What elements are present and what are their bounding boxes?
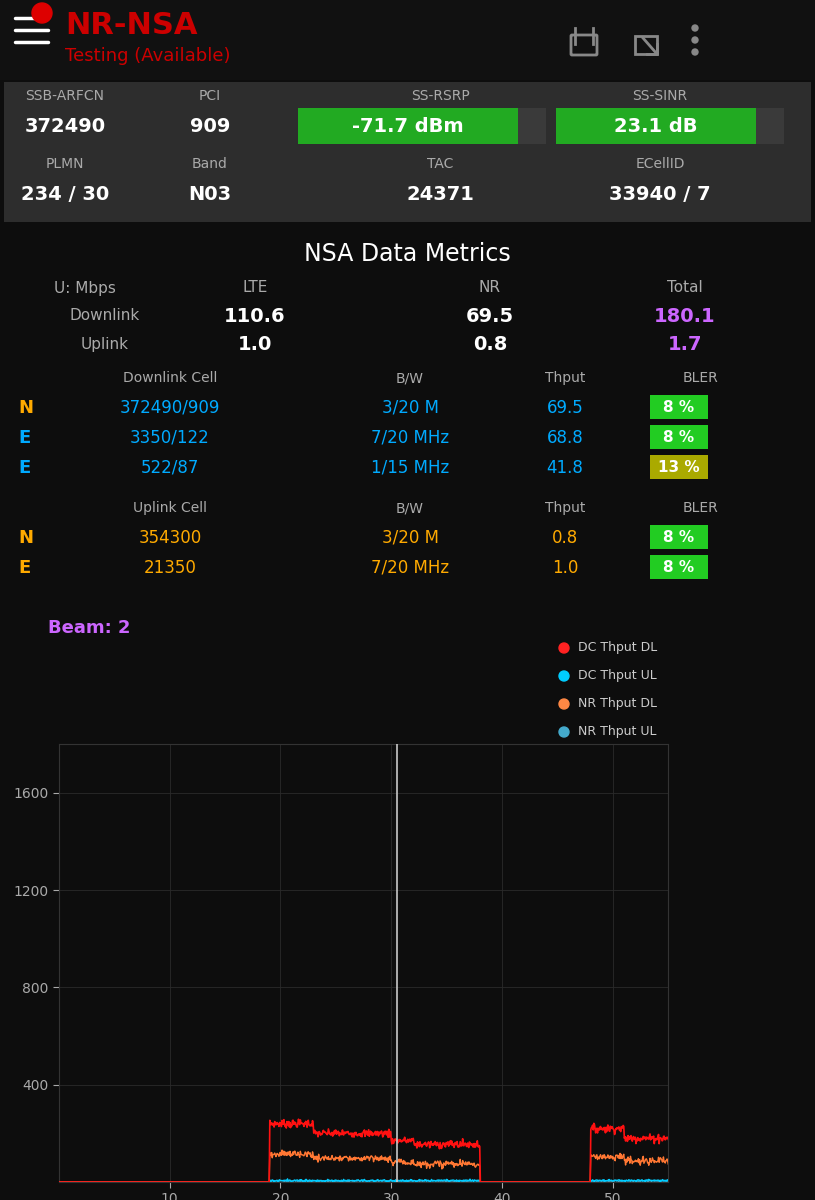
Text: 180.1: 180.1 — [654, 306, 716, 325]
Text: 69.5: 69.5 — [466, 306, 514, 325]
Text: Downlink Cell: Downlink Cell — [123, 371, 217, 385]
Text: NR Thput DL: NR Thput DL — [578, 697, 657, 710]
Text: 1.7: 1.7 — [667, 335, 703, 354]
Text: NR-NSA: NR-NSA — [65, 12, 197, 41]
Text: U: Mbps: U: Mbps — [54, 281, 116, 295]
Text: 1.0: 1.0 — [238, 335, 272, 354]
Text: Downlink: Downlink — [70, 308, 140, 324]
Text: DC Thput UL: DC Thput UL — [578, 670, 657, 683]
Text: 372490/909: 372490/909 — [120, 398, 220, 416]
Text: SSB-ARFCN: SSB-ARFCN — [25, 89, 104, 103]
Text: NSA Data Metrics: NSA Data Metrics — [304, 242, 510, 266]
Bar — [298, 108, 518, 144]
Bar — [0, 0, 815, 80]
Text: 8 %: 8 % — [663, 431, 694, 445]
Text: 3350/122: 3350/122 — [130, 428, 210, 446]
Text: 41.8: 41.8 — [547, 458, 584, 476]
Text: E: E — [18, 458, 30, 476]
Text: 110.6: 110.6 — [224, 306, 286, 325]
Text: E: E — [18, 428, 30, 446]
Circle shape — [692, 25, 698, 31]
Text: B/W: B/W — [396, 371, 424, 385]
Text: 1/15 MHz: 1/15 MHz — [371, 458, 449, 476]
Bar — [635, 36, 657, 54]
Text: 69.5: 69.5 — [547, 398, 584, 416]
Text: 8 %: 8 % — [663, 530, 694, 546]
Text: N: N — [18, 529, 33, 547]
Text: Thput: Thput — [544, 371, 585, 385]
Text: Band: Band — [192, 157, 228, 170]
Text: NR: NR — [479, 281, 501, 295]
Text: 8 %: 8 % — [663, 401, 694, 415]
Circle shape — [559, 698, 569, 709]
Text: NR Thput UL: NR Thput UL — [578, 726, 657, 738]
Circle shape — [559, 643, 569, 653]
Text: TAC: TAC — [427, 157, 453, 170]
Bar — [650, 554, 708, 578]
Text: Uplink: Uplink — [81, 336, 129, 352]
Circle shape — [692, 37, 698, 43]
Text: 1.0: 1.0 — [552, 559, 578, 577]
Text: BLER: BLER — [682, 502, 718, 515]
Text: E: E — [18, 559, 30, 577]
Text: -71.7 dBm: -71.7 dBm — [352, 116, 464, 136]
Text: DC Thput DL: DC Thput DL — [578, 642, 657, 654]
Bar — [650, 395, 708, 419]
Text: 909: 909 — [190, 116, 230, 136]
Bar — [650, 425, 708, 449]
Text: Thput: Thput — [544, 502, 585, 515]
Text: 23.1 dB: 23.1 dB — [615, 116, 698, 136]
Text: 3/20 M: 3/20 M — [381, 529, 438, 547]
Text: B/W: B/W — [396, 502, 424, 515]
Text: 354300: 354300 — [139, 529, 201, 547]
Text: 522/87: 522/87 — [141, 458, 199, 476]
Text: PLMN: PLMN — [46, 157, 84, 170]
Circle shape — [32, 2, 52, 23]
Text: N03: N03 — [188, 185, 231, 204]
Circle shape — [692, 49, 698, 55]
Text: 0.8: 0.8 — [473, 335, 507, 354]
Text: PCI: PCI — [199, 89, 221, 103]
Bar — [756, 108, 784, 144]
Bar — [650, 526, 708, 550]
Text: 372490: 372490 — [24, 116, 106, 136]
Text: N: N — [18, 398, 33, 416]
Text: 21350: 21350 — [143, 559, 196, 577]
Text: ECellID: ECellID — [635, 157, 685, 170]
Text: Testing (Available): Testing (Available) — [65, 47, 231, 65]
Text: 24371: 24371 — [406, 185, 474, 204]
Circle shape — [559, 727, 569, 737]
Text: 68.8: 68.8 — [547, 428, 584, 446]
Text: 7/20 MHz: 7/20 MHz — [371, 559, 449, 577]
Text: SS-RSRP: SS-RSRP — [411, 89, 469, 103]
Text: 3/20 M: 3/20 M — [381, 398, 438, 416]
Text: BLER: BLER — [682, 371, 718, 385]
Text: LTE: LTE — [242, 281, 267, 295]
Text: 13 %: 13 % — [659, 461, 700, 475]
Bar — [518, 108, 546, 144]
Text: Uplink Cell: Uplink Cell — [133, 502, 207, 515]
Text: Total: Total — [667, 281, 703, 295]
Text: Beam: 2: Beam: 2 — [48, 619, 130, 637]
Bar — [556, 108, 756, 144]
Text: 33940 / 7: 33940 / 7 — [609, 185, 711, 204]
Circle shape — [559, 671, 569, 680]
Text: 234 / 30: 234 / 30 — [21, 185, 109, 204]
Bar — [4, 82, 811, 222]
Text: 1: 1 — [38, 8, 46, 18]
Text: 0.8: 0.8 — [552, 529, 578, 547]
Bar — [650, 455, 708, 479]
Text: 8 %: 8 % — [663, 560, 694, 576]
Text: SS-SINR: SS-SINR — [632, 89, 688, 103]
Text: 7/20 MHz: 7/20 MHz — [371, 428, 449, 446]
